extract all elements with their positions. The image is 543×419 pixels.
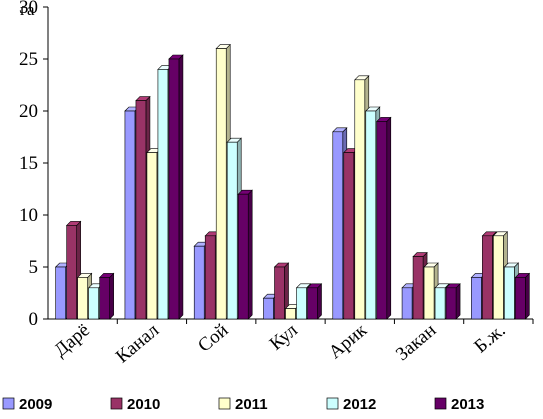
legend-item-2009: 2009 — [2, 396, 52, 413]
y-tick-label: 25 — [19, 49, 38, 70]
legend-swatch — [326, 397, 339, 410]
bar-Кул-2013 — [306, 283, 323, 320]
category-label: Арик — [325, 319, 372, 363]
legend-swatch — [2, 397, 15, 410]
legend-swatch — [110, 397, 123, 410]
legend-item-2011: 2011 — [218, 396, 268, 413]
legend-swatch — [218, 397, 231, 410]
category-labels: Дарё Канал Сой Кул Арик Закан Б.ж. — [50, 319, 509, 367]
y-tick-label: 30 — [19, 0, 38, 18]
bar-Канал-2013 — [168, 54, 184, 320]
legend-label: 2009 — [19, 396, 52, 413]
category-label: Закан — [392, 320, 440, 365]
bar-Б.ж.-2013 — [514, 272, 531, 320]
chart-bars — [54, 43, 531, 320]
legend: 2009 2010 2011 2012 2013 — [2, 396, 484, 413]
y-tick-label: 0 — [29, 309, 39, 330]
bar-Сой-2013 — [237, 189, 253, 320]
y-tick-labels: 0 5 10 15 20 25 30 — [19, 0, 38, 330]
category-label: Кул — [266, 319, 302, 354]
y-tick-label: 20 — [19, 101, 38, 122]
category-label: Сой — [194, 320, 232, 357]
legend-swatch — [434, 397, 447, 410]
category-label: Б.ж. — [470, 320, 509, 358]
legend-item-2013: 2013 — [434, 396, 484, 413]
y-tick-label: 5 — [29, 257, 39, 278]
y-axis-unit-label: га — [20, 0, 35, 19]
legend-label: 2010 — [127, 396, 160, 413]
bar-Арик-2013 — [376, 116, 392, 320]
legend-label: 2011 — [235, 396, 268, 413]
category-label: Дарё — [50, 320, 94, 361]
legend-label: 2013 — [451, 396, 484, 413]
y-tick-label: 15 — [19, 153, 38, 174]
legend-item-2010: 2010 — [110, 396, 160, 413]
category-label: Канал — [112, 319, 164, 367]
bar-Закан-2013 — [445, 283, 461, 320]
y-tick-label: 10 — [19, 205, 38, 226]
bar-Дарё-2013 — [98, 272, 115, 320]
legend-label: 2012 — [343, 396, 376, 413]
legend-item-2012: 2012 — [326, 396, 376, 413]
